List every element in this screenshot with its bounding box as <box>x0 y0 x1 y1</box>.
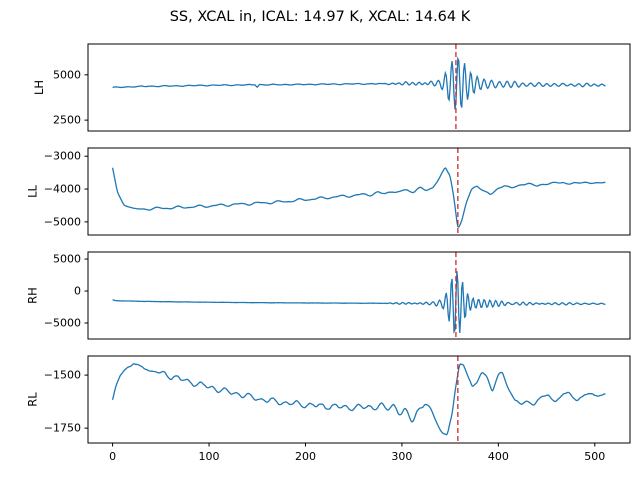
xtick-label: 200 <box>295 450 316 463</box>
xtick-label: 400 <box>488 450 509 463</box>
xtick-label: 300 <box>391 450 412 463</box>
chart-title: SS, XCAL in, ICAL: 14.97 K, XCAL: 14.64 … <box>169 9 471 25</box>
xtick-label: 500 <box>584 450 605 463</box>
ll-ytick-label: −3000 <box>44 150 81 163</box>
lh-ytick-label: 2500 <box>53 114 81 127</box>
rl-axes-box <box>87 355 631 444</box>
rl-ytick-label: −1750 <box>44 422 81 435</box>
lh-ytick-label: 5000 <box>53 68 81 81</box>
ylabel-ll: LL <box>26 185 40 198</box>
ll-ytick-label: −5000 <box>44 215 81 228</box>
ll-axes-box <box>87 147 631 236</box>
rh-ytick-label: 0 <box>74 285 81 298</box>
lh-series-line <box>112 56 606 110</box>
ylabel-rl: RL <box>26 392 40 407</box>
ylabel-rh: RH <box>26 287 40 304</box>
rh-axes-box <box>87 251 631 340</box>
xtick-label: 0 <box>109 450 116 463</box>
ylabel-lh: LH <box>32 80 46 95</box>
xtick-label: 100 <box>199 450 220 463</box>
lh-axes-box <box>87 43 631 132</box>
rh-ytick-label: −5000 <box>44 317 81 330</box>
rl-ytick-label: −1500 <box>44 369 81 382</box>
rh-series-line <box>112 271 606 334</box>
rh-ytick-label: 5000 <box>53 253 81 266</box>
ll-ytick-label: −4000 <box>44 183 81 196</box>
ll-series-line <box>111 167 606 229</box>
rl-series-line <box>111 363 606 436</box>
